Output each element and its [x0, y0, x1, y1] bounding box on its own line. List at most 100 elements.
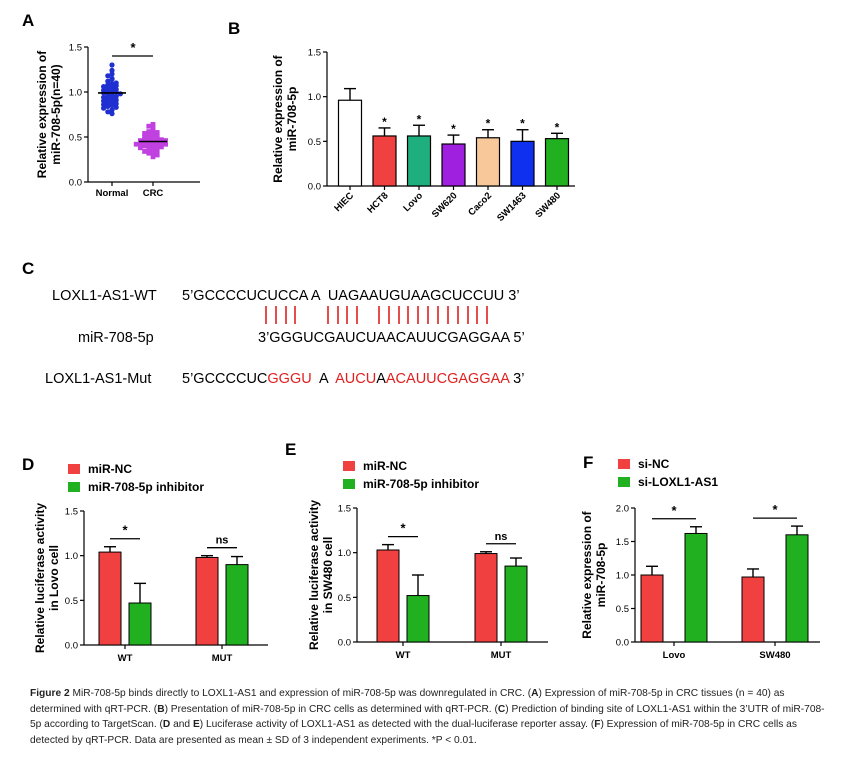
panel-b-significance-mark: *	[555, 120, 560, 134]
panel-e-x-tick-label: WT	[396, 650, 411, 661]
panel-b-x-tick-label: SW480	[533, 190, 563, 220]
wt-row-sequence: 5’GCCCCUCUCCA A UAGAAUGUAAGCUCCUU 3’	[182, 288, 520, 304]
panel-a-point-normal	[105, 82, 111, 88]
panel-a-point-crc	[150, 146, 156, 152]
panel-b-bar-chart: 0.0 0.5 1.0 1.5 Relative expression of miR-70…	[271, 48, 575, 224]
panel-a-point-normal	[101, 98, 107, 104]
panel-a-point-normal	[101, 84, 107, 90]
mut-seq-mutated-part: ACAUUCGAGGAA	[386, 371, 510, 387]
panel-a-y-tick-label: 1.5	[69, 43, 82, 54]
panel-f-y-tick-label: 0.0	[616, 638, 629, 649]
base-pair-lines	[265, 306, 488, 324]
panel-b-y-tick-label: 1.5	[308, 48, 321, 59]
panel-b-x-tick-label: HIEC	[332, 190, 356, 214]
panel-b-significance-mark: *	[451, 122, 456, 136]
panel-f-bar	[640, 574, 664, 643]
panel-e-y-axis-title: in SW480 cell	[321, 537, 335, 614]
panel-a-point-crc	[163, 138, 168, 143]
panel-b-x-tick-label: Caco2	[466, 190, 494, 218]
panel-a-point-normal	[109, 84, 115, 91]
panel-a-point-normal	[109, 62, 115, 68]
panel-e-y-tick-label: 0.0	[338, 638, 351, 649]
panel-a-point-normal	[113, 93, 119, 100]
mir-row-name: miR-708-5p	[78, 330, 154, 346]
panel-a-point-normal	[105, 93, 111, 99]
panel-a-point-crc	[138, 140, 143, 146]
panel-b-y-axis-title: Relative expression of	[271, 54, 285, 182]
panel-a-point-crc	[150, 135, 156, 141]
panel-f-legend-label: si-LOXL1-AS1	[638, 475, 718, 489]
panel-a-point-crc	[150, 122, 156, 127]
caption-panel-ref: F	[594, 719, 601, 730]
panel-a-point-normal	[101, 94, 107, 100]
panel-e-y-tick-label: 1.0	[338, 548, 351, 559]
panel-a-point-normal	[113, 104, 119, 110]
panel-a-point-crc	[159, 137, 164, 143]
panel-b-y-axis-title: miR-708-5p	[285, 87, 299, 152]
panel-a-point-crc	[150, 142, 156, 148]
panel-d-y-axis-title: Relative luciferase activity	[33, 503, 47, 653]
panel-e-legend-swatch	[343, 461, 355, 471]
mut-seq-part: 5’GCCCCUC	[182, 371, 267, 387]
figure-canvas: A B C D E F 0.0 0.5 1.0 1.5 Relative express…	[22, 11, 820, 664]
panel-a-point-normal	[101, 102, 107, 108]
panel-d-bar	[98, 551, 122, 646]
panel-b-y-tick-label: 1.0	[308, 92, 321, 103]
wt-row-name: LOXL1-AS1-WT	[52, 288, 157, 304]
panel-a-scatter-chart: 0.0 0.5 1.0 1.5 Relative expression of miR-70…	[35, 40, 200, 199]
panel-label-d: D	[22, 455, 34, 474]
panel-a-point-normal	[113, 101, 119, 107]
panel-b-significance-mark: *	[520, 117, 525, 131]
panel-b-bar	[544, 138, 570, 187]
panel-b-bar	[475, 137, 501, 187]
panel-f-x-tick-label: Lovo	[663, 650, 686, 661]
mir-row-sequence: 3’GGGUCGAUCUAACAUUCGAGGAA 5’	[258, 330, 525, 346]
panel-d-legend-label: miR-NC	[88, 462, 132, 476]
panel-a-point-crc	[133, 141, 139, 147]
panel-b-bar	[406, 135, 432, 187]
panel-e-x-tick-label: MUT	[491, 650, 512, 661]
panel-b-significance-mark: *	[417, 112, 422, 126]
panel-a-point-crc	[154, 130, 160, 135]
panel-e-y-tick-label: 0.5	[338, 593, 351, 604]
panel-a-point-crc	[150, 154, 156, 160]
panel-a-point-crc	[146, 147, 152, 152]
panel-a-point-crc	[150, 127, 156, 133]
panel-b-x-tick-label: SW1463	[495, 190, 529, 224]
panel-a-x-tick-label: Normal	[96, 188, 129, 199]
panel-label-b: B	[228, 19, 240, 38]
panel-d-bar	[128, 602, 152, 646]
panel-a-point-crc	[154, 136, 160, 142]
panel-a-point-crc	[142, 140, 147, 145]
mut-seq-part: A	[312, 371, 335, 387]
caption-panel-ref: B	[157, 703, 165, 715]
panel-a-point-crc	[146, 142, 152, 148]
panel-a-point-crc	[150, 149, 156, 155]
panel-d-bar	[225, 564, 249, 646]
panel-a-point-normal	[109, 95, 115, 101]
panel-a-point-normal	[113, 83, 119, 89]
panel-a-point-normal	[109, 76, 115, 82]
mut-seq-mutated-part: GGGU	[267, 371, 311, 387]
panel-a-point-crc	[146, 136, 152, 142]
panel-e-y-tick-label: 1.5	[338, 504, 351, 515]
panel-label-c: C	[22, 259, 34, 278]
panel-label-e: E	[285, 440, 296, 459]
caption-panel-ref: D	[162, 719, 171, 730]
panel-a-y-axis-title: Relative expression of	[35, 50, 49, 178]
panel-a-point-crc	[146, 132, 152, 138]
mut-seq-part: A	[376, 371, 386, 387]
panel-a-point-crc	[146, 123, 152, 129]
panel-a-point-crc	[142, 137, 147, 143]
panel-a-point-crc	[159, 144, 164, 150]
panel-d-y-tick-label: 0.0	[65, 641, 78, 652]
panel-b-y-tick-label: 0.5	[308, 137, 321, 148]
panel-b-x-tick-label: HCT8	[365, 190, 390, 215]
caption-lead: Figure 2	[30, 688, 70, 699]
mut-seq-part: 3’	[509, 371, 524, 387]
panel-a-point-crc	[154, 143, 160, 149]
panel-f-legend-swatch	[618, 459, 630, 469]
panel-a-point-crc	[146, 129, 152, 134]
panel-a-point-crc	[154, 133, 160, 139]
mut-seq-mutated-part: AUCU	[335, 371, 376, 387]
